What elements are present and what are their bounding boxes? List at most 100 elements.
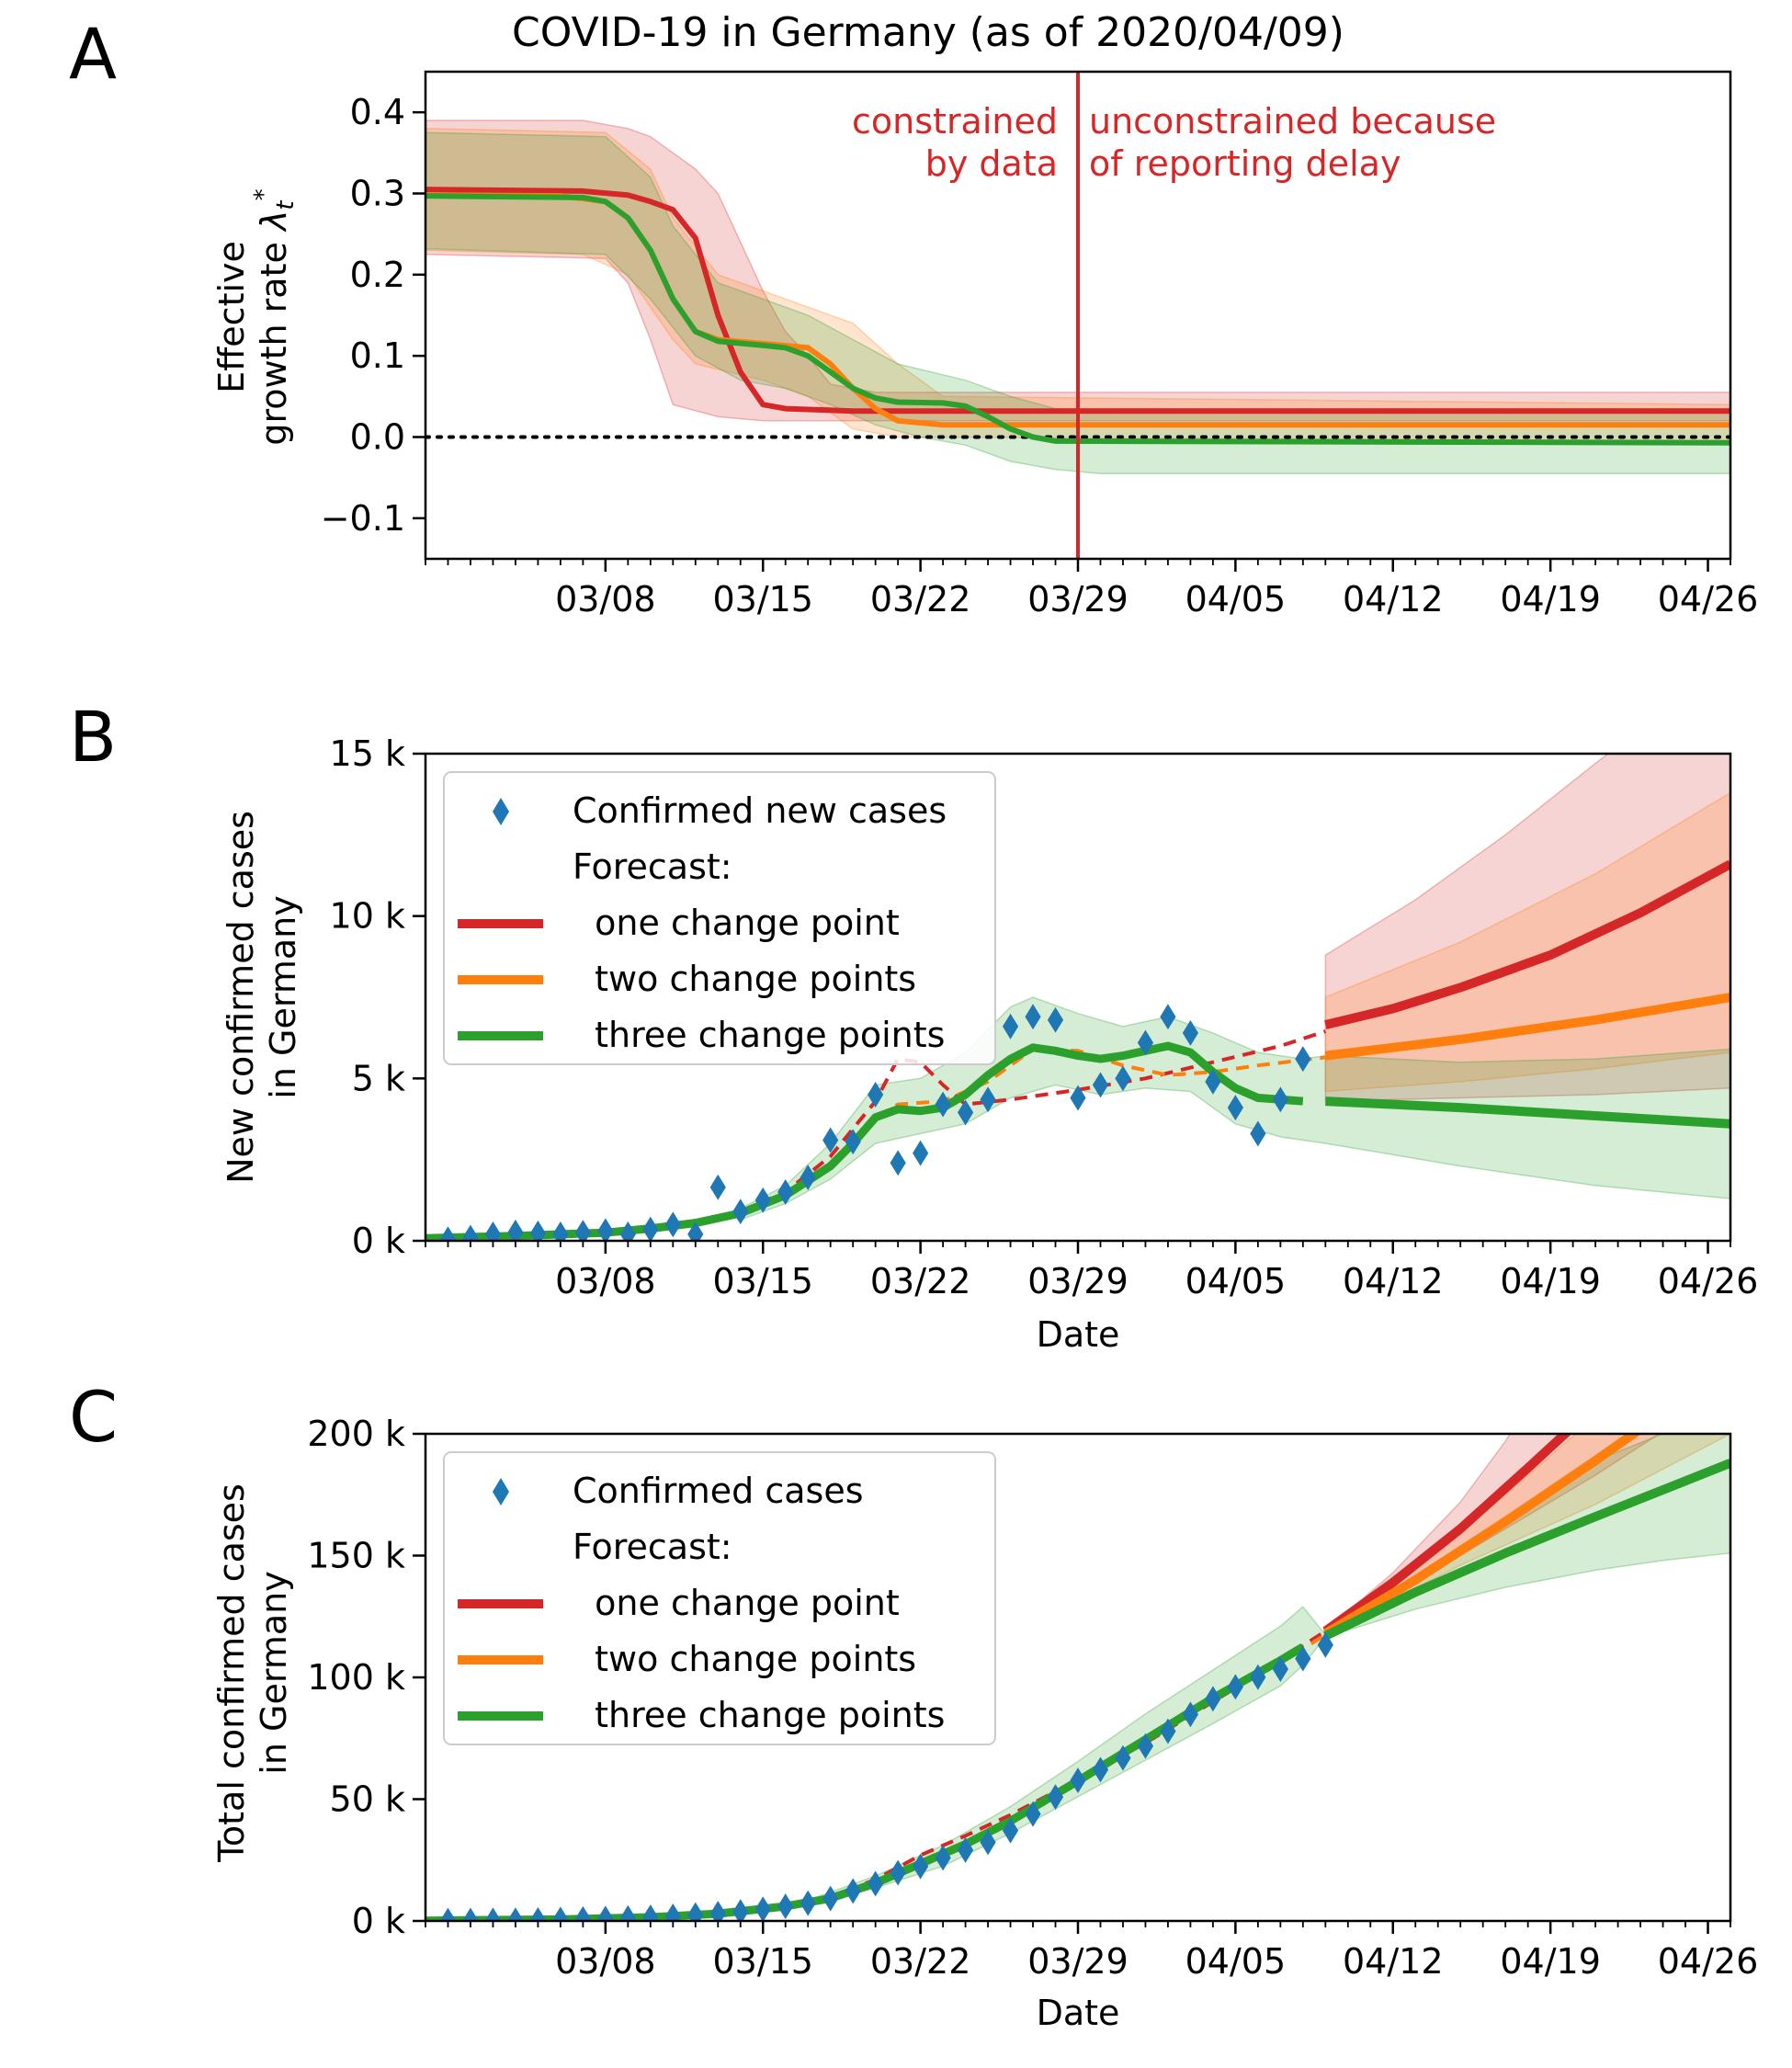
x-tick-label: 03/08 [555, 1261, 656, 1301]
confirmed-point [822, 1885, 839, 1912]
x-tick-label: 03/15 [712, 1261, 813, 1301]
y-tick-label: 0.0 [350, 417, 405, 458]
legend-label-two: two change points [573, 1639, 916, 1679]
confirmed-point [1182, 1701, 1199, 1728]
forecast-one [1324, 859, 1730, 1029]
fit-one [425, 1029, 1326, 1241]
confirmed-point [1002, 1817, 1019, 1844]
confirmed-point [664, 1211, 681, 1238]
confirmed-point [732, 1899, 749, 1921]
confirmed-point [890, 1150, 906, 1176]
legend-forecast-heading: Forecast: [573, 1527, 732, 1567]
y-axis-label-line: New confirmed cases [221, 811, 261, 1184]
panel-b-new-cases: 03/08 03/15 03/22 03/29 04/05 04/12 04/19 04/26… [69, 696, 1758, 1355]
confirmed-point [1295, 1046, 1311, 1073]
confirmed-point [980, 1086, 996, 1113]
x-tick-label: 04/12 [1343, 1261, 1444, 1301]
confirmed-point [1250, 1664, 1266, 1690]
y-axis-label: New confirmed casesin Germany [221, 811, 303, 1184]
confirmed-point [845, 1878, 861, 1904]
confirmed-point [529, 1906, 547, 1921]
legend-label-one: one change point [573, 1583, 900, 1623]
confirmed-point [1115, 1744, 1131, 1771]
confirmed-point [507, 1907, 524, 1921]
x-tick-label: 04/26 [1658, 1941, 1759, 1982]
annotation-unconstrained: unconstrained because [1089, 101, 1496, 142]
y-tick-label: 0 k [352, 1901, 405, 1941]
confirmed-point [1070, 1085, 1086, 1111]
band-three [425, 131, 1730, 475]
x-tick-label: 04/05 [1185, 1941, 1287, 1982]
confirmed-point [1227, 1674, 1243, 1700]
confirmed-point [642, 1216, 659, 1241]
forecast-two [1324, 993, 1730, 1061]
legend-forecast-heading: Forecast: [573, 847, 732, 887]
x-tick-label: 04/05 [1185, 579, 1287, 619]
x-tick-label: 03/29 [1027, 1941, 1129, 1982]
y-tick-label: 10 k [330, 896, 405, 937]
y-tick-label: 15 k [330, 733, 405, 774]
confirmed-point [868, 1870, 884, 1897]
annotation-constrained: by data [925, 143, 1058, 184]
confirmed-point [890, 1859, 906, 1886]
legend-label-one: one change point [573, 903, 900, 943]
confirmed-point [529, 1220, 547, 1241]
legend-label-two: two change points [573, 959, 916, 999]
confirmed-point [1070, 1767, 1086, 1794]
forecast-three [1323, 1459, 1730, 1641]
y-tick-label: 0.2 [350, 255, 405, 295]
confirmed-point [1250, 1120, 1266, 1147]
panel-label: C [69, 1376, 118, 1458]
y-tick-label: 50 k [330, 1779, 405, 1820]
confirmed-point [1295, 1645, 1311, 1672]
confirmed-point [439, 1907, 457, 1921]
confirmed-point [913, 1853, 929, 1880]
x-tick-label: 03/29 [1027, 579, 1129, 619]
confirmed-point [754, 1896, 771, 1921]
confirmed-point [687, 1221, 704, 1241]
y-tick-label: −0.1 [321, 498, 405, 539]
confirmed-point [957, 1836, 974, 1863]
y-axis-label-subscript: t [272, 200, 300, 210]
confirmed-point [957, 1099, 974, 1126]
x-tick-label: 03/22 [870, 1941, 971, 1982]
y-tick-label: 5 k [352, 1058, 405, 1098]
legend-label-three: three change points [573, 1015, 945, 1055]
forecast-two [1322, 1434, 1642, 1638]
confirmed-point [1047, 1784, 1064, 1811]
confirmed-point [709, 1901, 726, 1921]
x-tick-label: 03/29 [1027, 1261, 1129, 1301]
confirmed-point [619, 1904, 636, 1921]
confirmed-point [1115, 1065, 1131, 1092]
y-tick-label: 0.3 [350, 174, 405, 214]
x-tick-label: 04/19 [1500, 1941, 1601, 1982]
confirmed-point [1272, 1656, 1288, 1682]
confirmed-point [1047, 1006, 1064, 1033]
confirmed-point [1205, 1068, 1221, 1095]
confirmed-point [597, 1218, 614, 1241]
legend-confirmed-marker [493, 798, 509, 825]
y-tick-label: 0.1 [350, 335, 405, 376]
confirmed-point [1227, 1095, 1243, 1121]
confirmed-point [709, 1174, 726, 1200]
y-tick-label: 200 k [307, 1414, 405, 1454]
annotation-unconstrained: of reporting delay [1089, 143, 1401, 184]
legend-box [443, 1451, 996, 1745]
x-axis-label: Date [1037, 1314, 1120, 1355]
confirmed-point [868, 1082, 884, 1108]
y-tick-label: 100 k [307, 1657, 405, 1698]
panel-c-total-cases: 03/08 03/15 03/22 03/29 04/05 04/12 04/19 04/26… [69, 1376, 1759, 2033]
figure-title: COVID-19 in Germany (as of 2020/04/09) [512, 9, 1344, 56]
x-tick-label: 04/12 [1343, 579, 1444, 619]
forecast-three [1325, 1096, 1730, 1129]
confirmed-point [1182, 1019, 1199, 1046]
y-axis-label-line: in Germany [263, 895, 303, 1098]
y-tick-label: 150 k [307, 1536, 405, 1576]
y-axis-label-line: growth rate [254, 242, 294, 446]
confirmed-point [822, 1127, 839, 1153]
y-axis-label-line: Total confirmed cases [211, 1483, 252, 1863]
legend-confirmed-marker [493, 1478, 509, 1506]
confirmed-point [484, 1221, 502, 1241]
